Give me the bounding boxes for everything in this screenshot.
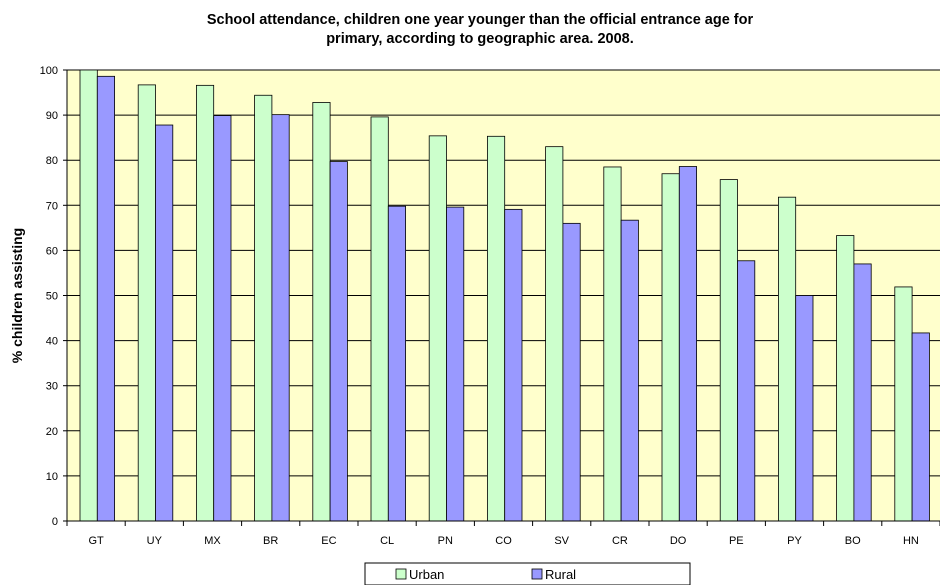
chart-title-line-1: School attendance, children one year you… <box>206 12 754 28</box>
legend-label-rural: Rural <box>545 567 576 582</box>
x-tick-label: HN <box>903 535 919 547</box>
bar-urban-sv <box>545 146 564 522</box>
x-tick-label: CR <box>612 535 628 547</box>
x-tick-label: SV <box>554 535 569 547</box>
x-tick-label: BR <box>263 535 278 547</box>
bar-rural-cr <box>620 219 639 522</box>
legend-items: Urban Rural <box>395 567 576 582</box>
y-tick-label: 60 <box>46 245 58 257</box>
bar-urban-br <box>254 94 273 522</box>
legend-swatch-rural <box>531 568 543 580</box>
y-tick-label: 40 <box>46 336 58 348</box>
bar-urban-hn <box>894 286 913 522</box>
axes <box>63 69 940 526</box>
legend-label-urban: Urban <box>409 567 444 582</box>
y-tick-labels: 0 10 20 30 40 50 60 70 80 90 100 <box>40 65 58 528</box>
x-tick-label: CO <box>495 535 512 547</box>
bar-urban-mx <box>195 84 215 522</box>
bar-rural-do <box>678 166 697 522</box>
bars <box>79 69 930 522</box>
bar-urban-py <box>778 196 797 522</box>
x-tick-label: CL <box>380 535 394 547</box>
bar-rural-sv <box>562 222 581 522</box>
bar-urban-bo <box>836 235 855 522</box>
bar-rural-pe <box>737 260 756 522</box>
x-tick-label: DO <box>670 535 687 547</box>
bar-rural-pn <box>446 206 465 522</box>
bar-rural-co <box>504 208 523 522</box>
y-tick-label: 70 <box>46 200 58 212</box>
bar-urban-pe <box>719 179 738 522</box>
legend-swatch-urban <box>395 568 407 580</box>
bar-rural-mx <box>213 115 232 522</box>
bar-urban-cr <box>603 166 622 522</box>
bar-rural-ec <box>329 161 348 522</box>
bar-urban-co <box>486 135 506 522</box>
bar-urban-gt <box>79 69 98 522</box>
bar-urban-ec <box>312 102 331 522</box>
y-tick-label: 10 <box>46 471 58 483</box>
x-tick-label: GT <box>88 535 104 547</box>
bar-rural-py <box>795 295 814 522</box>
y-tick-label: 20 <box>46 426 58 438</box>
bar-urban-pn <box>428 135 447 522</box>
bar-urban-uy <box>137 84 156 522</box>
y-tick-label: 100 <box>40 65 58 77</box>
x-tick-labels: GT UY MX BR EC CL PN CO SV CR DO PE PY BO HN <box>88 535 918 547</box>
x-tick-label: PE <box>729 535 744 547</box>
x-tick-label: UY <box>147 535 163 547</box>
y-axis-label: % children assisting <box>9 228 25 363</box>
chart-title-line-2: primary, according to geographic area. 2… <box>326 31 634 47</box>
y-tick-label: 30 <box>46 381 58 393</box>
legend: Urban Rural <box>364 562 691 585</box>
bar-urban-cl <box>370 116 389 522</box>
bar-rural-br <box>271 114 290 522</box>
x-tick-label: PY <box>787 535 802 547</box>
y-tick-label: 80 <box>46 155 58 167</box>
legend-box <box>364 562 691 585</box>
bar-rural-uy <box>155 124 174 522</box>
bar-rural-gt <box>96 75 116 522</box>
x-tick-label: BO <box>845 535 861 547</box>
x-tick-label: PN <box>438 535 453 547</box>
y-tick-label: 0 <box>52 516 58 528</box>
bar-urban-do <box>661 173 680 522</box>
bar-rural-cl <box>387 205 406 522</box>
bar-rural-hn <box>911 332 930 522</box>
y-tick-label: 90 <box>46 110 58 122</box>
x-tick-label: EC <box>321 535 336 547</box>
y-tick-label: 50 <box>46 291 58 303</box>
x-tick-label: MX <box>204 535 221 547</box>
bar-rural-bo <box>853 263 872 522</box>
